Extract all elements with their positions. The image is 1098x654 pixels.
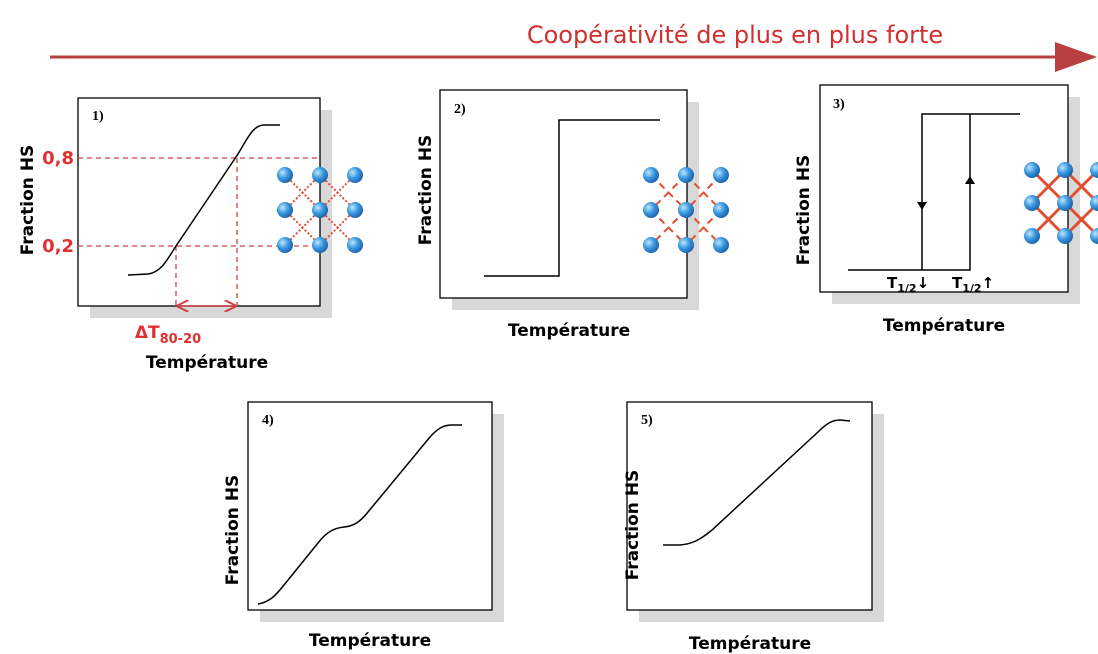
atom — [312, 237, 328, 253]
transition-curve — [663, 419, 851, 546]
lattice — [643, 167, 729, 253]
delta-label: ΔT80-20 — [135, 323, 201, 347]
panel-label: 3) — [833, 97, 845, 112]
panel-3: 3) T1/2↓ T1/2↑ Température Fraction HS — [794, 84, 1098, 336]
atom — [713, 202, 729, 218]
frame — [247, 401, 493, 611]
atom — [1090, 162, 1098, 178]
atom — [1057, 195, 1073, 211]
transition-curve — [127, 124, 280, 276]
lattice — [277, 167, 363, 253]
atom — [277, 237, 293, 253]
t-sub: 1/2 — [897, 282, 916, 295]
y-label: Fraction HS — [18, 145, 38, 256]
bond — [284, 174, 321, 211]
t-half-up: T1/2↑ — [952, 274, 994, 295]
tick-high: 0,8 — [42, 148, 74, 169]
x-label: Température — [883, 316, 1005, 336]
panel-5: 5) Température Fraction HS — [623, 401, 884, 654]
transition-curve — [484, 119, 660, 277]
bond — [685, 209, 722, 246]
bond — [319, 174, 356, 211]
t-arrow: ↑ — [982, 274, 995, 292]
atom — [1090, 195, 1098, 211]
delta-sub: 80-20 — [160, 332, 202, 347]
y-label: Fraction HS — [623, 470, 643, 581]
atom — [312, 167, 328, 183]
t-arrow: ↓ — [917, 274, 930, 292]
frame — [626, 401, 873, 611]
t-sub: 1/2 — [962, 282, 981, 295]
atom — [312, 202, 328, 218]
atom — [347, 202, 363, 218]
atom — [1024, 195, 1040, 211]
bond — [650, 209, 687, 246]
atom — [1057, 228, 1073, 244]
t-half-down: T1/2↓ — [887, 274, 929, 295]
atom — [277, 202, 293, 218]
lattice — [1024, 162, 1098, 244]
bond — [685, 174, 722, 211]
atom — [1024, 162, 1040, 178]
atom — [643, 237, 659, 253]
bond — [284, 209, 321, 246]
y-label: Fraction HS — [794, 155, 814, 266]
panel-label: 4) — [262, 413, 274, 428]
panel-label: 2) — [454, 102, 466, 117]
panel-label: 5) — [641, 413, 653, 428]
panel-label: 1) — [92, 109, 104, 124]
x-label: Température — [689, 634, 811, 654]
atom — [1090, 228, 1098, 244]
panel-1: 1) 0,8 0,2 ΔT80-20 Température Fraction … — [18, 97, 363, 373]
atom — [1024, 228, 1040, 244]
atom — [1057, 162, 1073, 178]
transition-curve — [257, 424, 462, 605]
panel-2: 2) Température Fraction HS — [416, 89, 729, 341]
atom — [678, 237, 694, 253]
tick-low: 0,2 — [42, 236, 74, 257]
atom — [277, 167, 293, 183]
y-label: Fraction HS — [416, 135, 436, 246]
bond — [650, 174, 687, 211]
frame — [439, 89, 688, 299]
x-label: Température — [309, 631, 431, 651]
atom — [643, 202, 659, 218]
atom — [678, 202, 694, 218]
frame — [77, 97, 321, 307]
atom — [713, 237, 729, 253]
header-title: Coopérativité de plus en plus forte — [527, 21, 943, 49]
panel-4: 4) Température Fraction HS — [223, 401, 504, 651]
atom — [347, 167, 363, 183]
delta: ΔT — [135, 323, 160, 343]
atom — [713, 167, 729, 183]
atom — [643, 167, 659, 183]
x-label: Température — [508, 321, 630, 341]
atom — [678, 167, 694, 183]
atom — [347, 237, 363, 253]
t: T — [952, 274, 963, 292]
frame — [819, 84, 1069, 293]
t: T — [887, 274, 898, 292]
x-label: Température — [146, 353, 268, 373]
y-label: Fraction HS — [223, 475, 243, 586]
bond — [319, 209, 356, 246]
